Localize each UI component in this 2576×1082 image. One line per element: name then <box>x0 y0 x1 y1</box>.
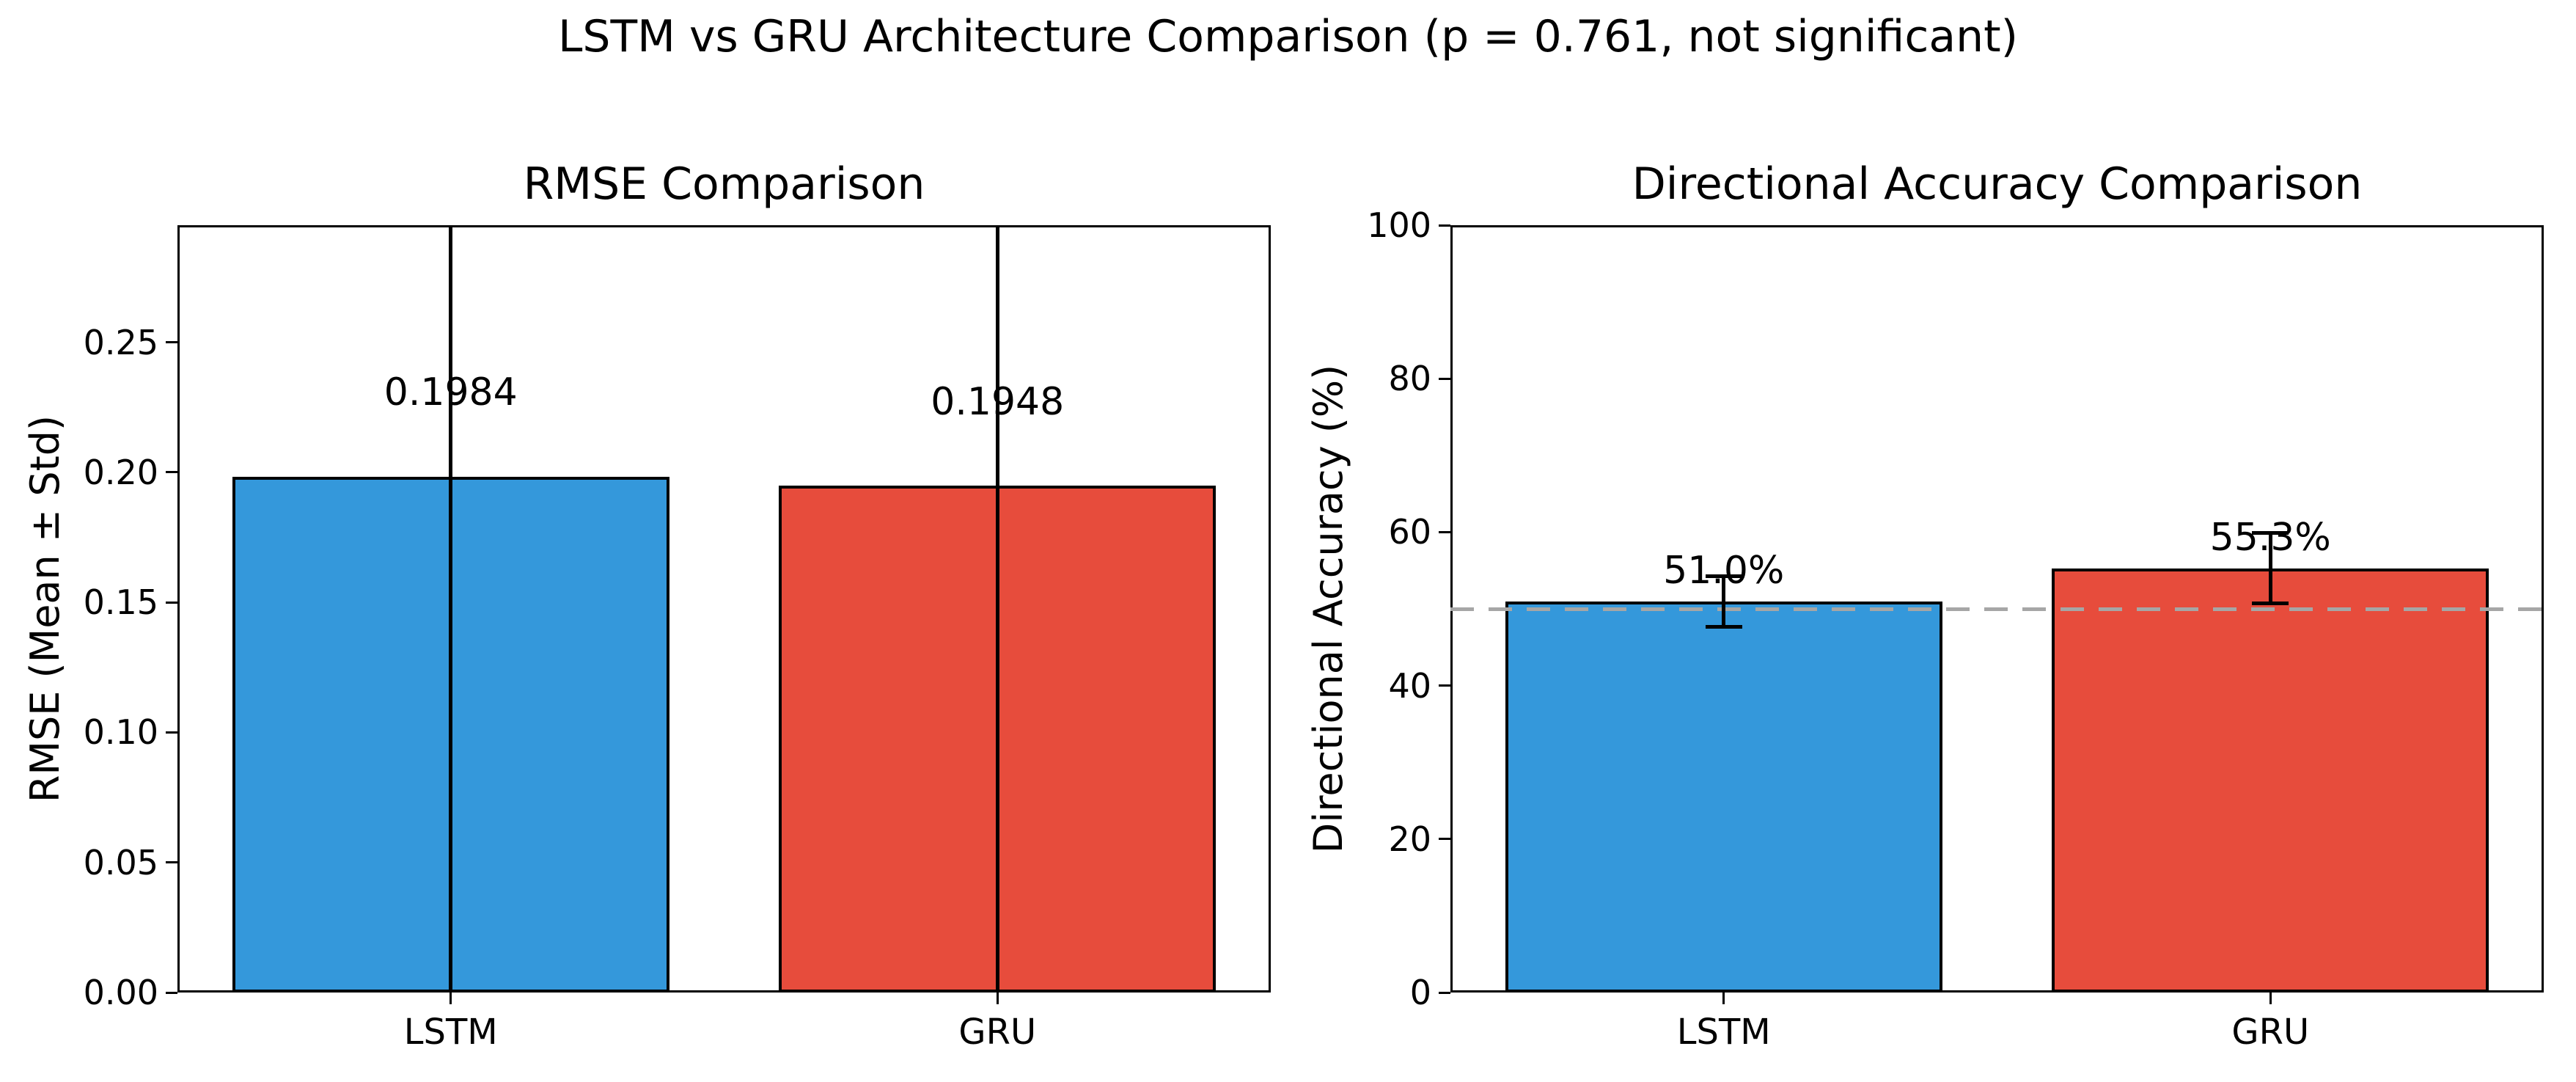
y-tick-label: 60 <box>1388 512 1431 552</box>
y-tick-label: 0.10 <box>83 712 158 753</box>
bar <box>1505 601 1942 993</box>
baseline-50pct-line <box>1450 607 2544 611</box>
y-tick <box>1439 684 1450 687</box>
x-tick-label: GRU <box>958 1012 1037 1053</box>
y-tick-label: 0.15 <box>83 582 158 623</box>
error-bar-cap <box>2252 602 2289 606</box>
y-tick <box>166 341 177 344</box>
bar-value-label: 55.3% <box>2209 515 2331 560</box>
x-tick-label: LSTM <box>403 1012 498 1053</box>
x-tick <box>2269 993 2272 1004</box>
x-tick-label: GRU <box>2231 1012 2310 1053</box>
y-axis-label: Directional Accuracy (%) <box>1305 364 1351 854</box>
error-bar-cap <box>1705 624 1742 629</box>
bar-value-label: 0.1984 <box>384 370 518 414</box>
x-tick <box>996 993 999 1004</box>
y-tick <box>166 471 177 474</box>
x-tick-label: LSTM <box>1676 1012 1771 1053</box>
subplot-title: RMSE Comparison <box>523 158 925 210</box>
subplot-title: Directional Accuracy Comparison <box>1632 158 2363 210</box>
bar <box>2052 568 2489 993</box>
error-bar <box>1722 576 1726 627</box>
y-tick-label: 20 <box>1388 819 1431 859</box>
y-tick <box>1439 530 1450 533</box>
y-tick <box>1439 377 1450 380</box>
error-bar-cap <box>1705 574 1742 578</box>
y-tick <box>166 731 177 734</box>
x-tick <box>449 993 452 1004</box>
y-tick <box>1439 838 1450 841</box>
figure-title: LSTM vs GRU Architecture Comparison (p =… <box>557 11 2019 62</box>
y-tick-label: 0.00 <box>83 973 158 1012</box>
y-tick-label: 0.05 <box>83 842 158 882</box>
y-tick <box>1439 224 1450 227</box>
y-tick <box>166 861 177 864</box>
axes-box <box>177 225 1271 993</box>
error-bar-cap <box>2252 530 2289 535</box>
y-tick <box>166 991 177 994</box>
y-tick-label: 100 <box>1367 205 1431 245</box>
y-tick <box>1439 991 1450 994</box>
x-tick <box>1722 993 1725 1004</box>
y-tick-label: 0.25 <box>83 322 158 362</box>
y-tick-label: 0 <box>1409 973 1431 1012</box>
y-tick-label: 40 <box>1388 665 1431 706</box>
bar-value-label: 51.0% <box>1663 548 1785 593</box>
error-bar <box>449 225 453 993</box>
bar-value-label: 0.1948 <box>931 379 1065 424</box>
error-bar <box>2268 533 2272 604</box>
y-tick <box>166 601 177 604</box>
error-bar <box>995 225 999 993</box>
y-tick-label: 0.20 <box>83 452 158 492</box>
y-tick-label: 80 <box>1388 359 1431 399</box>
